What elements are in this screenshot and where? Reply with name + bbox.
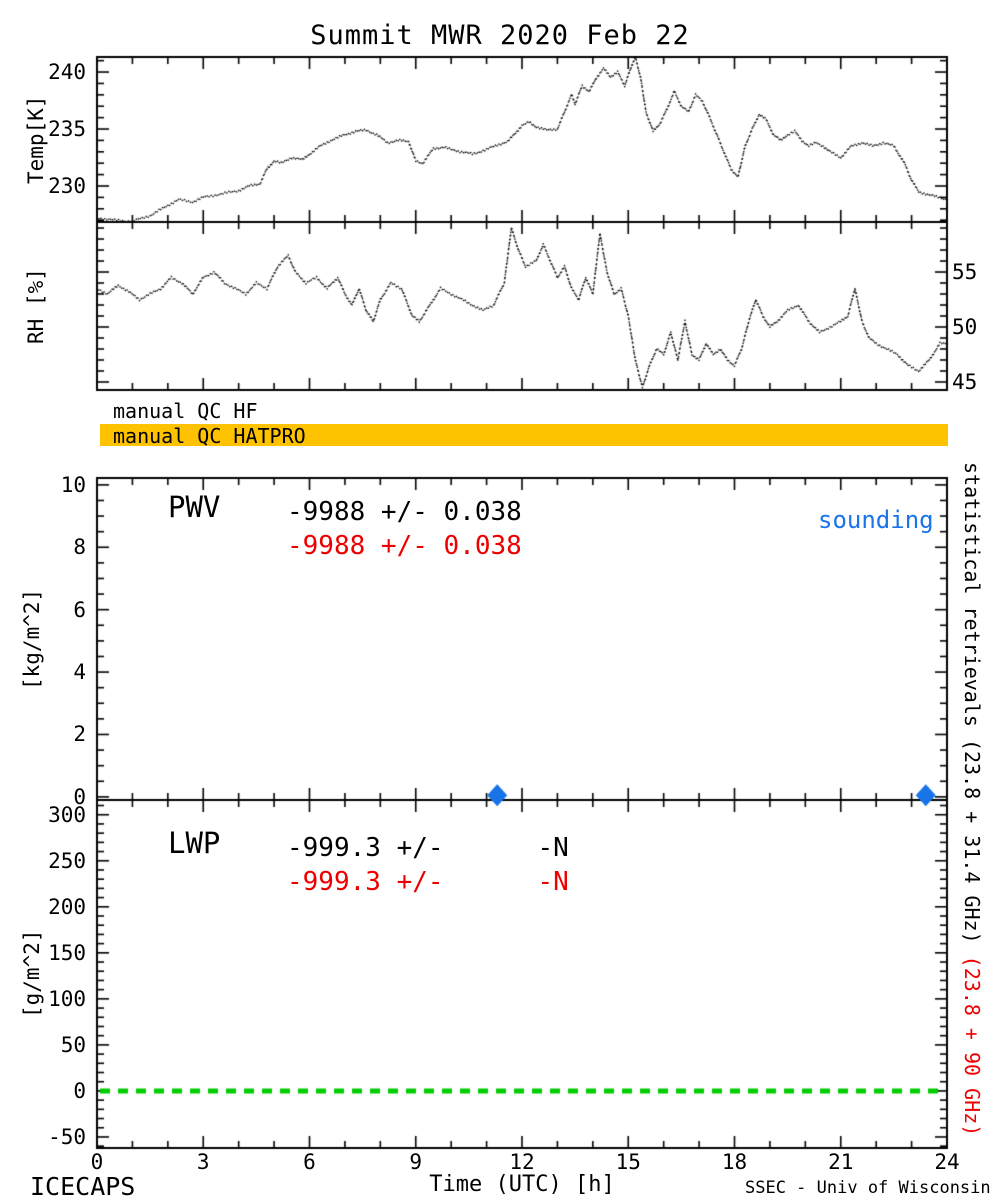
lwp-ytick-label: -50 xyxy=(48,1124,86,1149)
x-tick-label: 15 xyxy=(615,1150,641,1174)
pwv-ytick-label: 2 xyxy=(73,722,86,747)
pwv-stat-black: -9988 +/- 0.038 xyxy=(287,497,522,527)
x-tick-label: 12 xyxy=(509,1150,535,1174)
rh-ytick-label: 45 xyxy=(952,369,978,394)
lwp-ytick-label: 100 xyxy=(48,986,86,1011)
pwv-stat-red: -9988 +/- 0.038 xyxy=(287,531,522,561)
footer-icecaps: ICECAPS xyxy=(30,1172,136,1200)
rh-ytick-label: 55 xyxy=(952,260,978,285)
qc-hatpro-bar: manual QC HATPRO xyxy=(100,424,948,448)
right-axis-note-red: (23.8 + 90 GHz) xyxy=(960,943,984,1137)
sounding-legend-label: sounding xyxy=(818,506,934,534)
lwp-ytick-label: 150 xyxy=(48,940,86,965)
right-axis-note-black: statistical retrievals (23.8 + 31.4 GHz) xyxy=(960,462,984,944)
right-axis-note: statistical retrievals (23.8 + 31.4 GHz)… xyxy=(960,462,984,1137)
pwv-ytick-label: 10 xyxy=(60,472,86,497)
rh-ytick-label: 50 xyxy=(952,315,978,339)
lwp-ytick-label: 300 xyxy=(48,802,86,827)
temp-ytick-label: 235 xyxy=(48,117,86,142)
lwp-ytick-label: 200 xyxy=(48,894,86,919)
x-tick-label: 21 xyxy=(828,1150,854,1174)
temp-ytick-label: 240 xyxy=(48,60,86,85)
temp-ytick-label: 230 xyxy=(48,173,86,198)
plot-title: Summit MWR 2020 Feb 22 xyxy=(310,20,690,51)
pwv-ytick-label: 8 xyxy=(73,535,86,560)
pwv-ytick-label: 6 xyxy=(73,597,86,622)
lwp-ytick-label: 0 xyxy=(73,1078,86,1103)
lwp-panel-label: LWP xyxy=(168,826,221,860)
x-tick-label: 3 xyxy=(196,1150,210,1174)
pwv-ytick-label: 0 xyxy=(73,784,86,809)
qc-hf-label: manual QC HF xyxy=(113,399,258,423)
x-tick-label: 9 xyxy=(409,1150,423,1174)
qc-hatpro-label: manual QC HATPRO xyxy=(113,424,306,448)
x-tick-label: 6 xyxy=(303,1150,316,1174)
x-tick-label: 24 xyxy=(934,1150,960,1174)
lwp-stat-black: -999.3 +/- -N xyxy=(287,833,569,863)
footer-ssec: SSEC - Univ of Wisconsin xyxy=(745,1178,991,1198)
x-axis-label: Time (UTC) [h] xyxy=(429,1172,615,1197)
rh-axis-label: RH [%] xyxy=(24,268,48,344)
lwp-ytick-label: 250 xyxy=(48,848,86,873)
lwp-ytick-label: 50 xyxy=(60,1032,86,1057)
pwv-panel-label: PWV xyxy=(168,490,221,524)
pwv-ytick-label: 4 xyxy=(73,660,86,685)
x-tick-label: 18 xyxy=(721,1150,748,1174)
x-tick-label: 0 xyxy=(90,1150,104,1174)
lwp-stat-red: -999.3 +/- -N xyxy=(287,867,569,897)
